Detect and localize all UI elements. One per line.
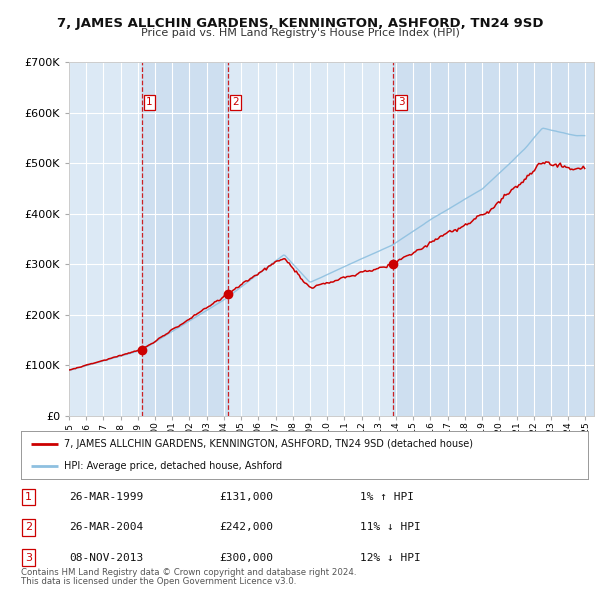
Text: 26-MAR-1999: 26-MAR-1999 [69, 493, 143, 502]
Text: £131,000: £131,000 [219, 493, 273, 502]
Text: This data is licensed under the Open Government Licence v3.0.: This data is licensed under the Open Gov… [21, 578, 296, 586]
Text: 08-NOV-2013: 08-NOV-2013 [69, 553, 143, 562]
Bar [394, 62, 594, 416]
Text: 1% ↑ HPI: 1% ↑ HPI [360, 493, 414, 502]
Bar [142, 62, 228, 416]
Text: 7, JAMES ALLCHIN GARDENS, KENNINGTON, ASHFORD, TN24 9SD (detached house): 7, JAMES ALLCHIN GARDENS, KENNINGTON, AS… [64, 439, 473, 449]
Text: £242,000: £242,000 [219, 523, 273, 532]
Text: 7, JAMES ALLCHIN GARDENS, KENNINGTON, ASHFORD, TN24 9SD: 7, JAMES ALLCHIN GARDENS, KENNINGTON, AS… [57, 17, 543, 30]
Text: 1: 1 [146, 97, 153, 107]
Text: Contains HM Land Registry data © Crown copyright and database right 2024.: Contains HM Land Registry data © Crown c… [21, 568, 356, 577]
Text: 1: 1 [25, 493, 32, 502]
Text: 3: 3 [25, 553, 32, 562]
Text: 3: 3 [398, 97, 404, 107]
Text: 26-MAR-2004: 26-MAR-2004 [69, 523, 143, 532]
Text: £300,000: £300,000 [219, 553, 273, 562]
Text: 2: 2 [25, 523, 32, 532]
Text: 11% ↓ HPI: 11% ↓ HPI [360, 523, 421, 532]
Text: 2: 2 [232, 97, 239, 107]
Text: HPI: Average price, detached house, Ashford: HPI: Average price, detached house, Ashf… [64, 461, 281, 471]
Text: 12% ↓ HPI: 12% ↓ HPI [360, 553, 421, 562]
Text: Price paid vs. HM Land Registry's House Price Index (HPI): Price paid vs. HM Land Registry's House … [140, 28, 460, 38]
